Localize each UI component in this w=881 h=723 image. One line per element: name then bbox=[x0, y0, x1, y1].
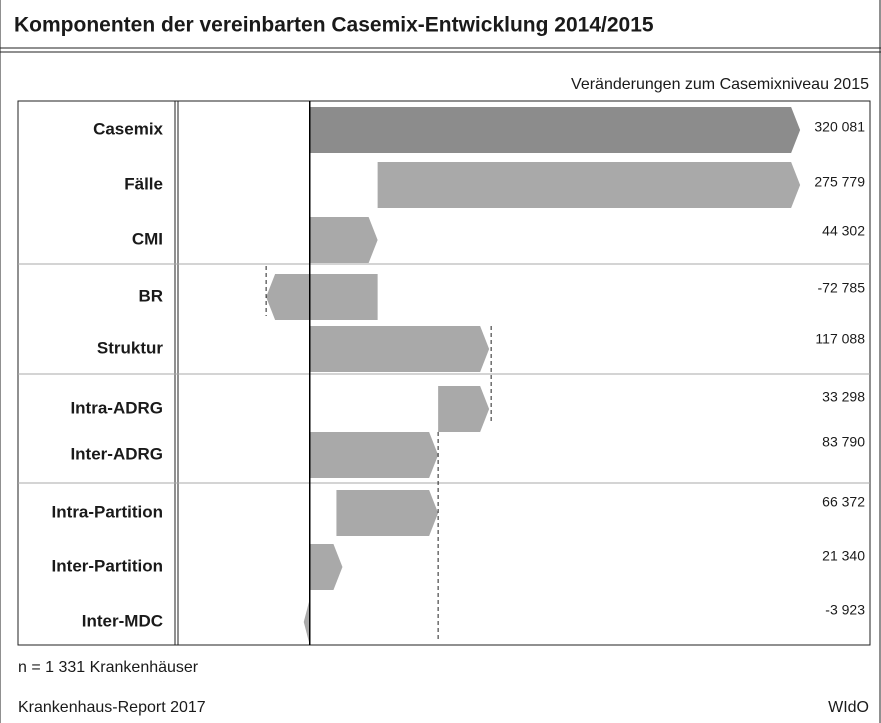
bar bbox=[303, 599, 310, 645]
value-label: 83 790 bbox=[822, 434, 865, 450]
category-label: Inter-Partition bbox=[52, 556, 163, 575]
subtitle: Veränderungen zum Casemixniveau 2015 bbox=[571, 76, 869, 93]
value-label: 275 779 bbox=[814, 174, 865, 190]
value-label: 66 372 bbox=[822, 494, 865, 510]
bar bbox=[377, 162, 801, 208]
category-label: BR bbox=[138, 286, 163, 305]
category-label: Casemix bbox=[93, 119, 163, 138]
source: Krankenhaus-Report 2017 bbox=[18, 699, 206, 716]
value-label: 117 088 bbox=[815, 331, 865, 347]
chart-title: Komponenten der vereinbarten Casemix-Ent… bbox=[14, 14, 654, 37]
category-label: Fälle bbox=[124, 174, 163, 193]
category-label: Inter-ADRG bbox=[70, 444, 163, 463]
note: n = 1 331 Krankenhäuser bbox=[18, 659, 199, 676]
category-label: Struktur bbox=[97, 338, 164, 357]
category-label: Intra-ADRG bbox=[70, 398, 163, 417]
plot-frame bbox=[17, 100, 871, 646]
bar bbox=[336, 490, 439, 536]
bar bbox=[309, 217, 378, 263]
category-label: CMI bbox=[132, 229, 163, 248]
bar bbox=[309, 326, 490, 372]
bar bbox=[309, 432, 439, 478]
bar bbox=[438, 386, 490, 432]
value-label: -3 923 bbox=[825, 602, 865, 618]
value-label: 21 340 bbox=[822, 548, 865, 564]
publisher: WIdO bbox=[828, 699, 869, 716]
value-label: -72 785 bbox=[818, 280, 866, 296]
category-label: Intra-Partition bbox=[52, 502, 163, 521]
bar bbox=[309, 107, 801, 153]
value-label: 44 302 bbox=[822, 223, 865, 239]
value-label: 320 081 bbox=[814, 119, 865, 135]
value-label: 33 298 bbox=[822, 389, 865, 405]
category-label: Inter-MDC bbox=[82, 611, 163, 630]
bar bbox=[266, 274, 378, 320]
bar bbox=[309, 544, 343, 590]
